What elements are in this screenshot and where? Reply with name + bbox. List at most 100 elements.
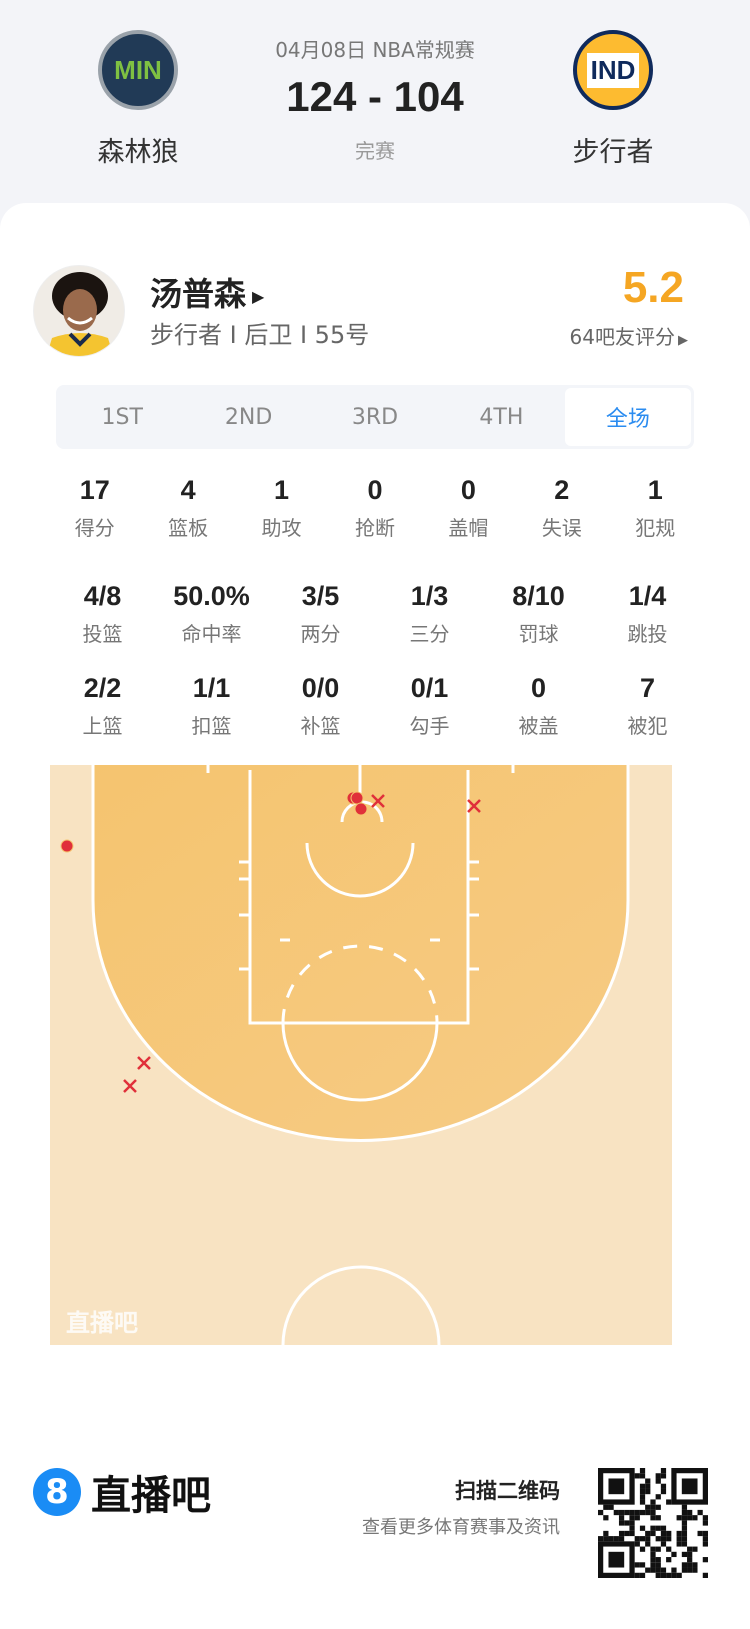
stat-value: 8/10 xyxy=(512,581,565,611)
stat-item: 1/3 三分 xyxy=(375,581,484,647)
scan-subtitle: 查看更多体育赛事及资讯 xyxy=(362,1517,560,1538)
shot-chart: 直播吧 xyxy=(50,765,672,1345)
stat-item: 7 被犯 xyxy=(593,673,702,739)
stat-label: 失误 xyxy=(541,516,582,540)
stat-item: 0 抢断 xyxy=(328,475,421,541)
game-score: 124 - 104 xyxy=(286,73,464,120)
stat-value: 7 xyxy=(639,673,656,703)
stat-item: 3/5 两分 xyxy=(266,581,375,647)
stat-label: 三分 xyxy=(409,622,450,646)
stat-label: 抢断 xyxy=(354,516,395,540)
stat-label: 得分 xyxy=(74,516,115,540)
brand-badge-icon: 8 xyxy=(33,1468,81,1516)
made-shot-marker xyxy=(354,802,368,816)
stat-label: 两分 xyxy=(300,622,341,646)
stat-value: 4 xyxy=(180,475,196,505)
three-point-area xyxy=(93,765,628,1141)
home-team-name: 森林狼 xyxy=(97,137,179,168)
stat-item: 2/2 上篮 xyxy=(48,673,157,739)
player-rating: 5.2 xyxy=(622,263,684,312)
stat-item: 2 失误 xyxy=(515,475,608,541)
rating-count: 64吧友评分 xyxy=(569,325,675,349)
period-tabs: 1ST 2ND 3RD 4TH 全场 xyxy=(56,385,694,449)
away-team[interactable]: IND 步行者 xyxy=(533,30,693,169)
made-shot-marker xyxy=(350,791,364,805)
away-team-name: 步行者 xyxy=(572,137,654,168)
stat-value: 2/2 xyxy=(83,673,122,703)
stat-value: 0 xyxy=(530,673,547,703)
stat-value: 1 xyxy=(274,475,290,505)
stat-value: 1/4 xyxy=(628,581,667,611)
stat-value: 17 xyxy=(79,475,110,505)
stat-label: 罚球 xyxy=(518,622,559,646)
tab-full-game[interactable]: 全场 xyxy=(564,388,692,446)
missed-shot-marker xyxy=(467,799,481,813)
court-lines xyxy=(91,765,630,1345)
stat-label: 犯规 xyxy=(635,516,676,540)
stat-item: 4/8 投篮 xyxy=(48,581,157,647)
stat-value: 0 xyxy=(460,475,476,505)
made-shot-marker xyxy=(60,839,74,853)
game-status: 完赛 xyxy=(355,139,395,163)
stat-item: 0/0 补篮 xyxy=(266,673,375,739)
player-info: 步行者 I 后卫 I 55号 xyxy=(150,321,370,349)
stat-item: 1 助攻 xyxy=(235,475,328,541)
stat-value: 2 xyxy=(554,475,570,505)
caret-right-icon: ▶ xyxy=(678,333,688,348)
away-team-logo: IND xyxy=(573,30,653,110)
stat-value: 1 xyxy=(647,475,663,505)
rating-count-link[interactable]: 64吧友评分 ▶ xyxy=(570,321,688,350)
player-card: 汤普森 ▶ 步行者 I 后卫 I 55号 5.2 64吧友评分 ▶ 1ST 2ND … xyxy=(0,203,750,1629)
player-name: 汤普森 xyxy=(150,275,247,313)
stat-label: 被犯 xyxy=(627,714,668,738)
brand-logo: 8 直播吧 xyxy=(33,1463,211,1521)
stat-value: 4/8 xyxy=(83,581,122,611)
missed-shot-marker xyxy=(137,1056,151,1070)
stat-label: 投篮 xyxy=(82,622,123,646)
stat-item: 17 得分 xyxy=(48,475,141,541)
stat-label: 盖帽 xyxy=(448,516,489,540)
stat-value: 50.0% xyxy=(173,581,250,611)
home-team-logo: MIN xyxy=(98,30,178,110)
stat-value: 1/1 xyxy=(192,673,231,703)
stats-row-shot-types: 2/2 上篮 1/1 扣篮 0/0 补篮 0/1 勾手 0 被盖 7 被犯 xyxy=(48,673,702,739)
shot-markers xyxy=(60,791,481,1093)
stat-label: 命中率 xyxy=(181,622,242,646)
stat-item: 8/10 罚球 xyxy=(484,581,593,647)
player-avatar[interactable] xyxy=(33,265,125,357)
stat-value: 0/1 xyxy=(410,673,449,703)
stat-item: 4 篮板 xyxy=(141,475,234,541)
stat-item: 0 盖帽 xyxy=(422,475,515,541)
stat-value: 3/5 xyxy=(301,581,340,611)
missed-shot-marker xyxy=(371,794,385,808)
stat-label: 勾手 xyxy=(409,714,450,738)
stat-label: 扣篮 xyxy=(191,714,232,738)
stat-item: 0 被盖 xyxy=(484,673,593,739)
game-date: 04月08日 NBA常规赛 xyxy=(275,38,475,62)
scan-title: 扫描二维码 xyxy=(455,1479,560,1503)
caret-right-icon: ▶ xyxy=(252,286,265,306)
qr-code-icon xyxy=(598,1468,708,1578)
stat-label: 被盖 xyxy=(518,714,559,738)
stat-item: 1/1 扣篮 xyxy=(157,673,266,739)
stats-row-basic: 17 得分 4 篮板 1 助攻 0 抢断 0 盖帽 2 失误 1 犯规 xyxy=(48,475,702,541)
stat-value: 0/0 xyxy=(301,673,340,703)
stat-item: 1/4 跳投 xyxy=(593,581,702,647)
stat-label: 上篮 xyxy=(82,714,123,738)
stat-label: 篮板 xyxy=(168,516,209,540)
stat-label: 助攻 xyxy=(261,516,302,540)
tab-2nd[interactable]: 2ND xyxy=(224,404,273,430)
game-header: MIN 森林狼 04月08日 NBA常规赛 124 - 104 完赛 IND 步… xyxy=(0,0,750,210)
tab-1st[interactable]: 1ST xyxy=(101,404,143,430)
stat-item: 50.0% 命中率 xyxy=(157,581,266,647)
home-team[interactable]: MIN 森林狼 xyxy=(58,30,218,169)
missed-shot-marker xyxy=(123,1079,137,1093)
watermark: 直播吧 xyxy=(66,1309,138,1337)
brand-name: 直播吧 xyxy=(91,1473,211,1519)
player-name-link[interactable]: 汤普森 ▶ xyxy=(150,269,264,315)
stat-value: 0 xyxy=(367,475,383,505)
tab-4th[interactable]: 4TH xyxy=(479,404,524,430)
stat-item: 1 犯规 xyxy=(609,475,702,541)
away-logo-text: IND xyxy=(586,52,640,88)
tab-3rd[interactable]: 3RD xyxy=(351,404,399,430)
